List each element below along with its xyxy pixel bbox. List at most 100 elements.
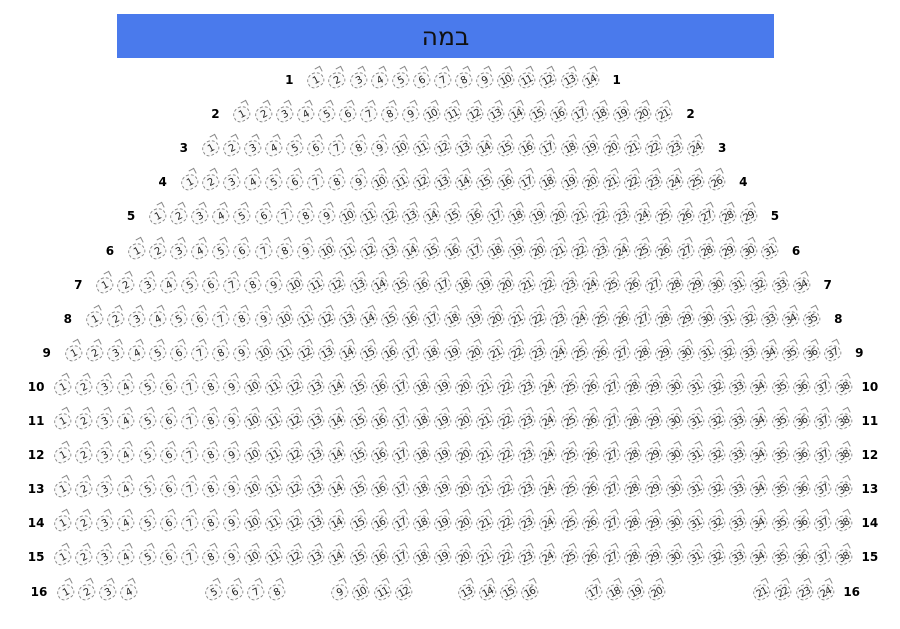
seat-row10-36[interactable]: 36 (790, 376, 813, 398)
seat-row7-15[interactable]: 15 (389, 273, 412, 296)
seat-row9-24[interactable]: 24 (547, 342, 570, 364)
seat-row12-17[interactable]: 17 (389, 444, 412, 466)
seat-row10-7[interactable]: 7 (178, 376, 201, 398)
seat-row9-9[interactable]: 9 (230, 342, 253, 364)
seat-row16-1[interactable]: 1 (54, 580, 77, 603)
seat-row14-2[interactable]: 2 (72, 512, 95, 534)
seat-row7-7[interactable]: 7 (220, 273, 243, 296)
seat-row5-23[interactable]: 23 (610, 205, 633, 228)
seat-row12-27[interactable]: 27 (600, 444, 623, 466)
seat-row3-5[interactable]: 5 (283, 137, 306, 159)
seat-row14-23[interactable]: 23 (515, 512, 538, 534)
seat-row13-5[interactable]: 5 (135, 478, 159, 500)
seat-row6-9[interactable]: 9 (294, 239, 317, 262)
seat-row14-28[interactable]: 28 (621, 512, 644, 534)
seat-row9-2[interactable]: 2 (83, 342, 106, 364)
seat-row6-5[interactable]: 5 (209, 239, 232, 262)
seat-row5-27[interactable]: 27 (695, 205, 718, 228)
seat-row14-20[interactable]: 20 (452, 512, 475, 534)
seat-row13-9[interactable]: 9 (220, 478, 243, 500)
seat-row16-10[interactable]: 10 (349, 580, 372, 603)
seat-row7-23[interactable]: 23 (557, 273, 581, 296)
seat-row15-20[interactable]: 20 (452, 546, 475, 569)
seat-row16-14[interactable]: 14 (476, 580, 499, 603)
seat-row8-16[interactable]: 16 (399, 308, 422, 330)
seat-row14-8[interactable]: 8 (199, 512, 222, 534)
seat-row9-18[interactable]: 18 (420, 342, 443, 364)
seat-row12-20[interactable]: 20 (452, 444, 475, 466)
seat-row13-8[interactable]: 8 (199, 478, 222, 500)
seat-row14-15[interactable]: 15 (346, 512, 370, 534)
seat-row10-23[interactable]: 23 (515, 376, 538, 398)
seat-row8-35[interactable]: 35 (800, 308, 823, 330)
seat-row2-14[interactable]: 14 (505, 103, 528, 125)
seat-row11-36[interactable]: 36 (790, 410, 813, 432)
seat-row12-31[interactable]: 31 (684, 444, 707, 466)
seat-row13-30[interactable]: 30 (663, 478, 686, 500)
seat-row14-25[interactable]: 25 (557, 512, 581, 534)
seat-row12-2[interactable]: 2 (72, 444, 95, 466)
seat-row11-37[interactable]: 37 (811, 410, 834, 432)
seat-row6-28[interactable]: 28 (695, 239, 718, 262)
seat-row3-21[interactable]: 21 (621, 137, 644, 159)
seat-row4-26[interactable]: 26 (705, 171, 728, 193)
seat-row9-31[interactable]: 31 (695, 342, 718, 364)
seat-row9-22[interactable]: 22 (505, 342, 528, 364)
seat-row12-14[interactable]: 14 (325, 444, 348, 466)
seat-row5-10[interactable]: 10 (336, 205, 359, 228)
seat-row16-9[interactable]: 9 (328, 580, 351, 603)
seat-row15-30[interactable]: 30 (663, 546, 686, 569)
seat-row10-12[interactable]: 12 (283, 376, 306, 398)
seat-row4-8[interactable]: 8 (325, 171, 348, 193)
seat-row16-4[interactable]: 4 (117, 580, 140, 603)
seat-row6-13[interactable]: 13 (378, 239, 401, 262)
seat-row9-13[interactable]: 13 (315, 342, 338, 364)
seat-row9-30[interactable]: 30 (674, 342, 697, 364)
seat-row5-20[interactable]: 20 (547, 205, 570, 228)
seat-row11-32[interactable]: 32 (705, 410, 728, 432)
seat-row15-22[interactable]: 22 (494, 546, 517, 569)
seat-row11-30[interactable]: 30 (663, 410, 686, 432)
seat-row9-14[interactable]: 14 (336, 342, 359, 364)
seat-row8-12[interactable]: 12 (315, 308, 338, 330)
seat-row10-4[interactable]: 4 (114, 376, 137, 398)
seat-row12-33[interactable]: 33 (726, 444, 749, 466)
seat-row4-24[interactable]: 24 (663, 171, 686, 193)
seat-row10-3[interactable]: 3 (93, 376, 116, 398)
seat-row1-10[interactable]: 10 (494, 69, 517, 91)
seat-row14-13[interactable]: 13 (304, 512, 327, 534)
seat-row15-23[interactable]: 23 (515, 546, 538, 569)
seat-row16-2[interactable]: 2 (75, 580, 98, 603)
seat-row12-7[interactable]: 7 (178, 444, 201, 466)
seat-row9-33[interactable]: 33 (737, 342, 760, 364)
seat-row15-26[interactable]: 26 (579, 546, 602, 569)
seat-row8-34[interactable]: 34 (779, 308, 802, 330)
seat-row14-30[interactable]: 30 (663, 512, 686, 534)
seat-row8-4[interactable]: 4 (146, 308, 169, 330)
seat-row4-25[interactable]: 25 (684, 171, 707, 193)
seat-row8-8[interactable]: 8 (230, 308, 253, 330)
seat-row3-7[interactable]: 7 (325, 137, 348, 159)
seat-row12-6[interactable]: 6 (157, 444, 180, 466)
seat-row15-5[interactable]: 5 (135, 546, 159, 569)
seat-row11-4[interactable]: 4 (114, 410, 137, 432)
seat-row11-21[interactable]: 21 (473, 410, 496, 432)
seat-row13-33[interactable]: 33 (726, 478, 749, 500)
seat-row11-22[interactable]: 22 (494, 410, 517, 432)
seat-row8-10[interactable]: 10 (273, 308, 296, 330)
seat-row2-10[interactable]: 10 (420, 103, 443, 125)
seat-row15-18[interactable]: 18 (410, 546, 433, 569)
seat-row7-17[interactable]: 17 (431, 273, 454, 296)
seat-row10-21[interactable]: 21 (473, 376, 496, 398)
seat-row12-35[interactable]: 35 (768, 444, 792, 466)
seat-row8-5[interactable]: 5 (167, 308, 190, 330)
seat-row10-26[interactable]: 26 (579, 376, 602, 398)
seat-row8-18[interactable]: 18 (441, 308, 464, 330)
seat-row12-23[interactable]: 23 (515, 444, 538, 466)
seat-row15-17[interactable]: 17 (389, 546, 412, 569)
seat-row3-18[interactable]: 18 (557, 137, 581, 159)
seat-row12-36[interactable]: 36 (790, 444, 813, 466)
seat-row8-9[interactable]: 9 (252, 308, 275, 330)
seat-row14-37[interactable]: 37 (811, 512, 834, 534)
seat-row12-37[interactable]: 37 (811, 444, 834, 466)
